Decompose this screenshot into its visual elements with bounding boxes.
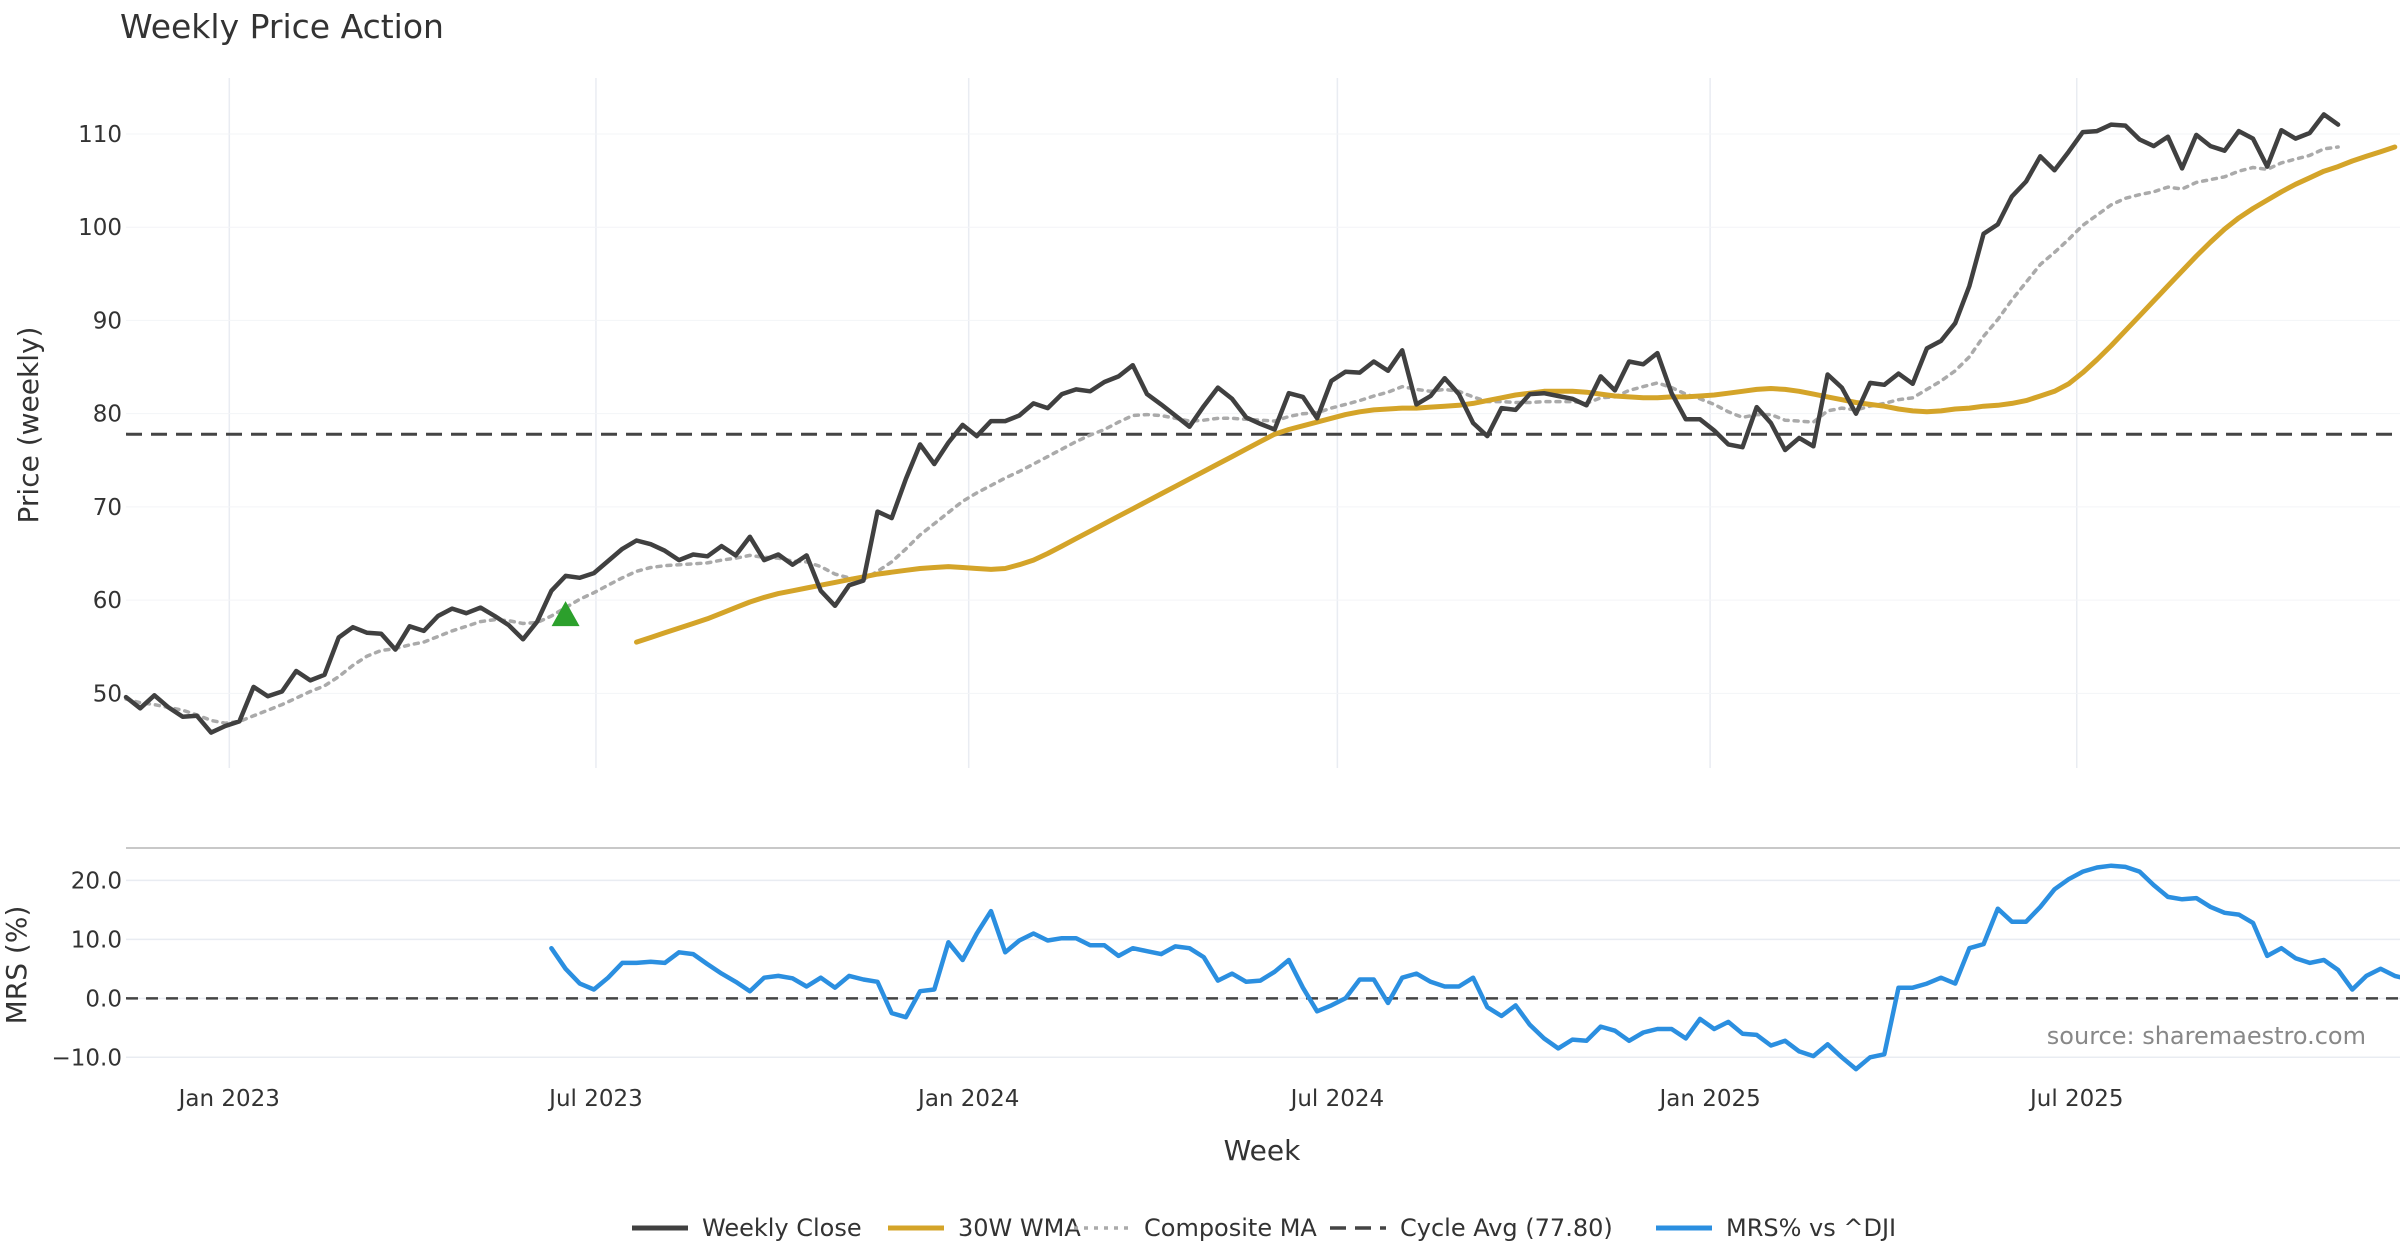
legend-label: Weekly Close bbox=[702, 1214, 862, 1242]
mrs-y-tick-label: 20.0 bbox=[71, 868, 122, 894]
buy-signal-marker bbox=[551, 601, 580, 627]
mrs-y-tick-label: 0.0 bbox=[85, 986, 122, 1012]
legend-item: Cycle Avg (77.80) bbox=[1330, 1214, 1613, 1242]
price-y-tick-label: 50 bbox=[93, 681, 122, 707]
legend-item: Composite MA bbox=[1074, 1214, 1317, 1242]
mrs-grid bbox=[126, 879, 2400, 1059]
legend-item: 30W WMA bbox=[888, 1214, 1081, 1242]
price-y-axis-label: Price (weekly) bbox=[12, 327, 45, 524]
price-y-tick-label: 60 bbox=[93, 588, 122, 614]
mrs-y-tick-label: 10.0 bbox=[71, 927, 122, 953]
legend: Weekly Close 30W WMA Composite MA Cycle Avg… bbox=[632, 1214, 1896, 1242]
x-tick-label: Jan 2025 bbox=[1657, 1086, 1760, 1112]
price-y-ticks: 50 60 70 80 90 100 110 bbox=[78, 122, 122, 707]
price-y-tick-label: 70 bbox=[93, 495, 122, 521]
price-y-tick-label: 90 bbox=[93, 308, 122, 334]
legend-item: Weekly Close bbox=[632, 1214, 862, 1242]
weekly-close-line bbox=[123, 112, 2341, 735]
price-y-tick-label: 110 bbox=[78, 122, 122, 148]
x-tick-label: Jul 2023 bbox=[547, 1086, 643, 1112]
mrs-y-axis-label: MRS (%) bbox=[0, 906, 33, 1025]
x-tick-label: Jul 2025 bbox=[2028, 1086, 2124, 1112]
series-layer bbox=[123, 112, 2400, 1072]
wma-30w-line bbox=[634, 144, 2398, 645]
composite-ma-line bbox=[124, 145, 2340, 725]
price-grid bbox=[126, 78, 2400, 768]
legend-label: Composite MA bbox=[1144, 1214, 1317, 1242]
legend-item: MRS% vs ^DJI bbox=[1656, 1214, 1896, 1242]
x-tick-label: Jan 2023 bbox=[177, 1086, 280, 1112]
legend-label: 30W WMA bbox=[958, 1214, 1081, 1242]
x-ticks: Jan 2023 Jul 2023 Jan 2024 Jul 2024 Jan 2025… bbox=[177, 1086, 2124, 1112]
mrs-y-tick-label: −10.0 bbox=[52, 1045, 122, 1071]
source-label: source: sharemaestro.com bbox=[2047, 1022, 2366, 1050]
price-y-tick-label: 100 bbox=[78, 215, 122, 241]
x-tick-label: Jul 2024 bbox=[1289, 1086, 1385, 1112]
x-tick-label: Jan 2024 bbox=[916, 1086, 1019, 1112]
mrs-line bbox=[549, 863, 2400, 1072]
mrs-y-ticks: 20.0 10.0 0.0 −10.0 bbox=[52, 868, 122, 1071]
legend-label: Cycle Avg (77.80) bbox=[1400, 1214, 1613, 1242]
legend-label: MRS% vs ^DJI bbox=[1726, 1214, 1896, 1242]
chart-title: Weekly Price Action bbox=[120, 7, 444, 46]
price-y-tick-label: 80 bbox=[93, 402, 122, 428]
x-axis-label: Week bbox=[1224, 1134, 1301, 1167]
